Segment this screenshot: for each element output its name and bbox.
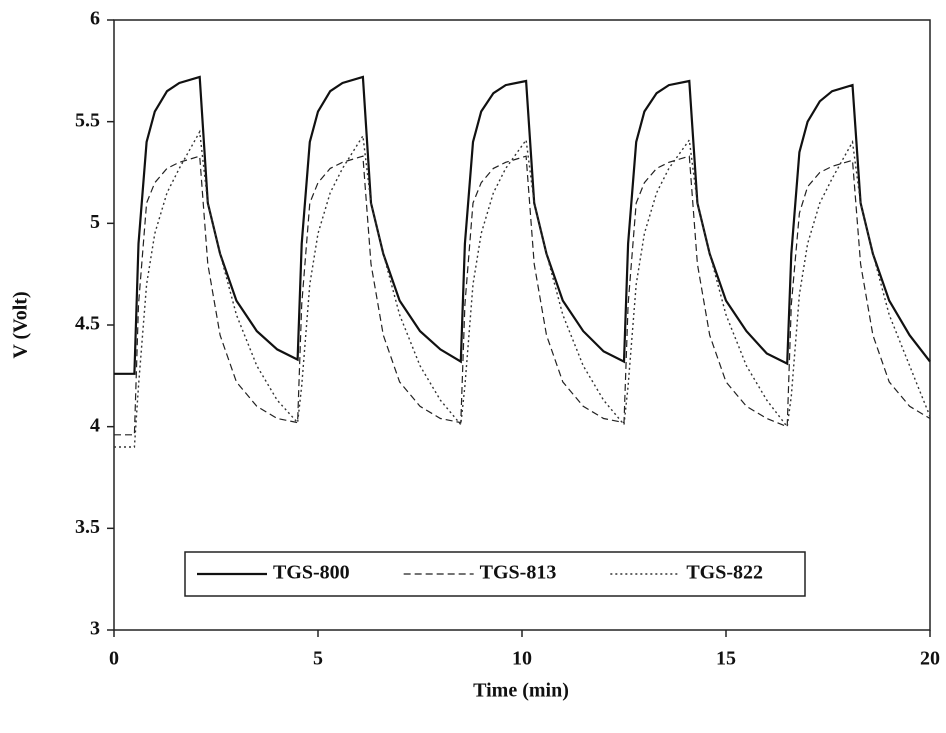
line-series: [114, 155, 931, 436]
y-tick-label: 3.5: [75, 516, 100, 538]
legend: [184, 551, 806, 597]
y-tick-label: 4.5: [75, 313, 100, 335]
legend-label: TGS-800: [273, 562, 350, 584]
x-tick-label: 5: [313, 648, 323, 670]
y-tick-label: 3: [90, 618, 100, 640]
y-tick-label: 5.5: [75, 109, 100, 131]
x-tick-label: 15: [716, 648, 736, 670]
y-axis-label: V (Volt): [10, 291, 32, 358]
legend-label: TGS-822: [686, 562, 763, 584]
x-tick-label: 0: [109, 648, 119, 670]
x-axis-label: Time (min): [473, 680, 569, 702]
legend-label: TGS-813: [480, 562, 557, 584]
x-tick-label: 20: [920, 648, 940, 670]
plot-frame: [113, 19, 931, 631]
y-tick-label: 4: [90, 414, 100, 436]
x-tick-label: 10: [512, 648, 532, 670]
line-series: [114, 129, 931, 448]
y-tick-label: 5: [90, 211, 100, 233]
y-tick-label: 6: [90, 8, 100, 30]
line-series: [114, 75, 931, 375]
